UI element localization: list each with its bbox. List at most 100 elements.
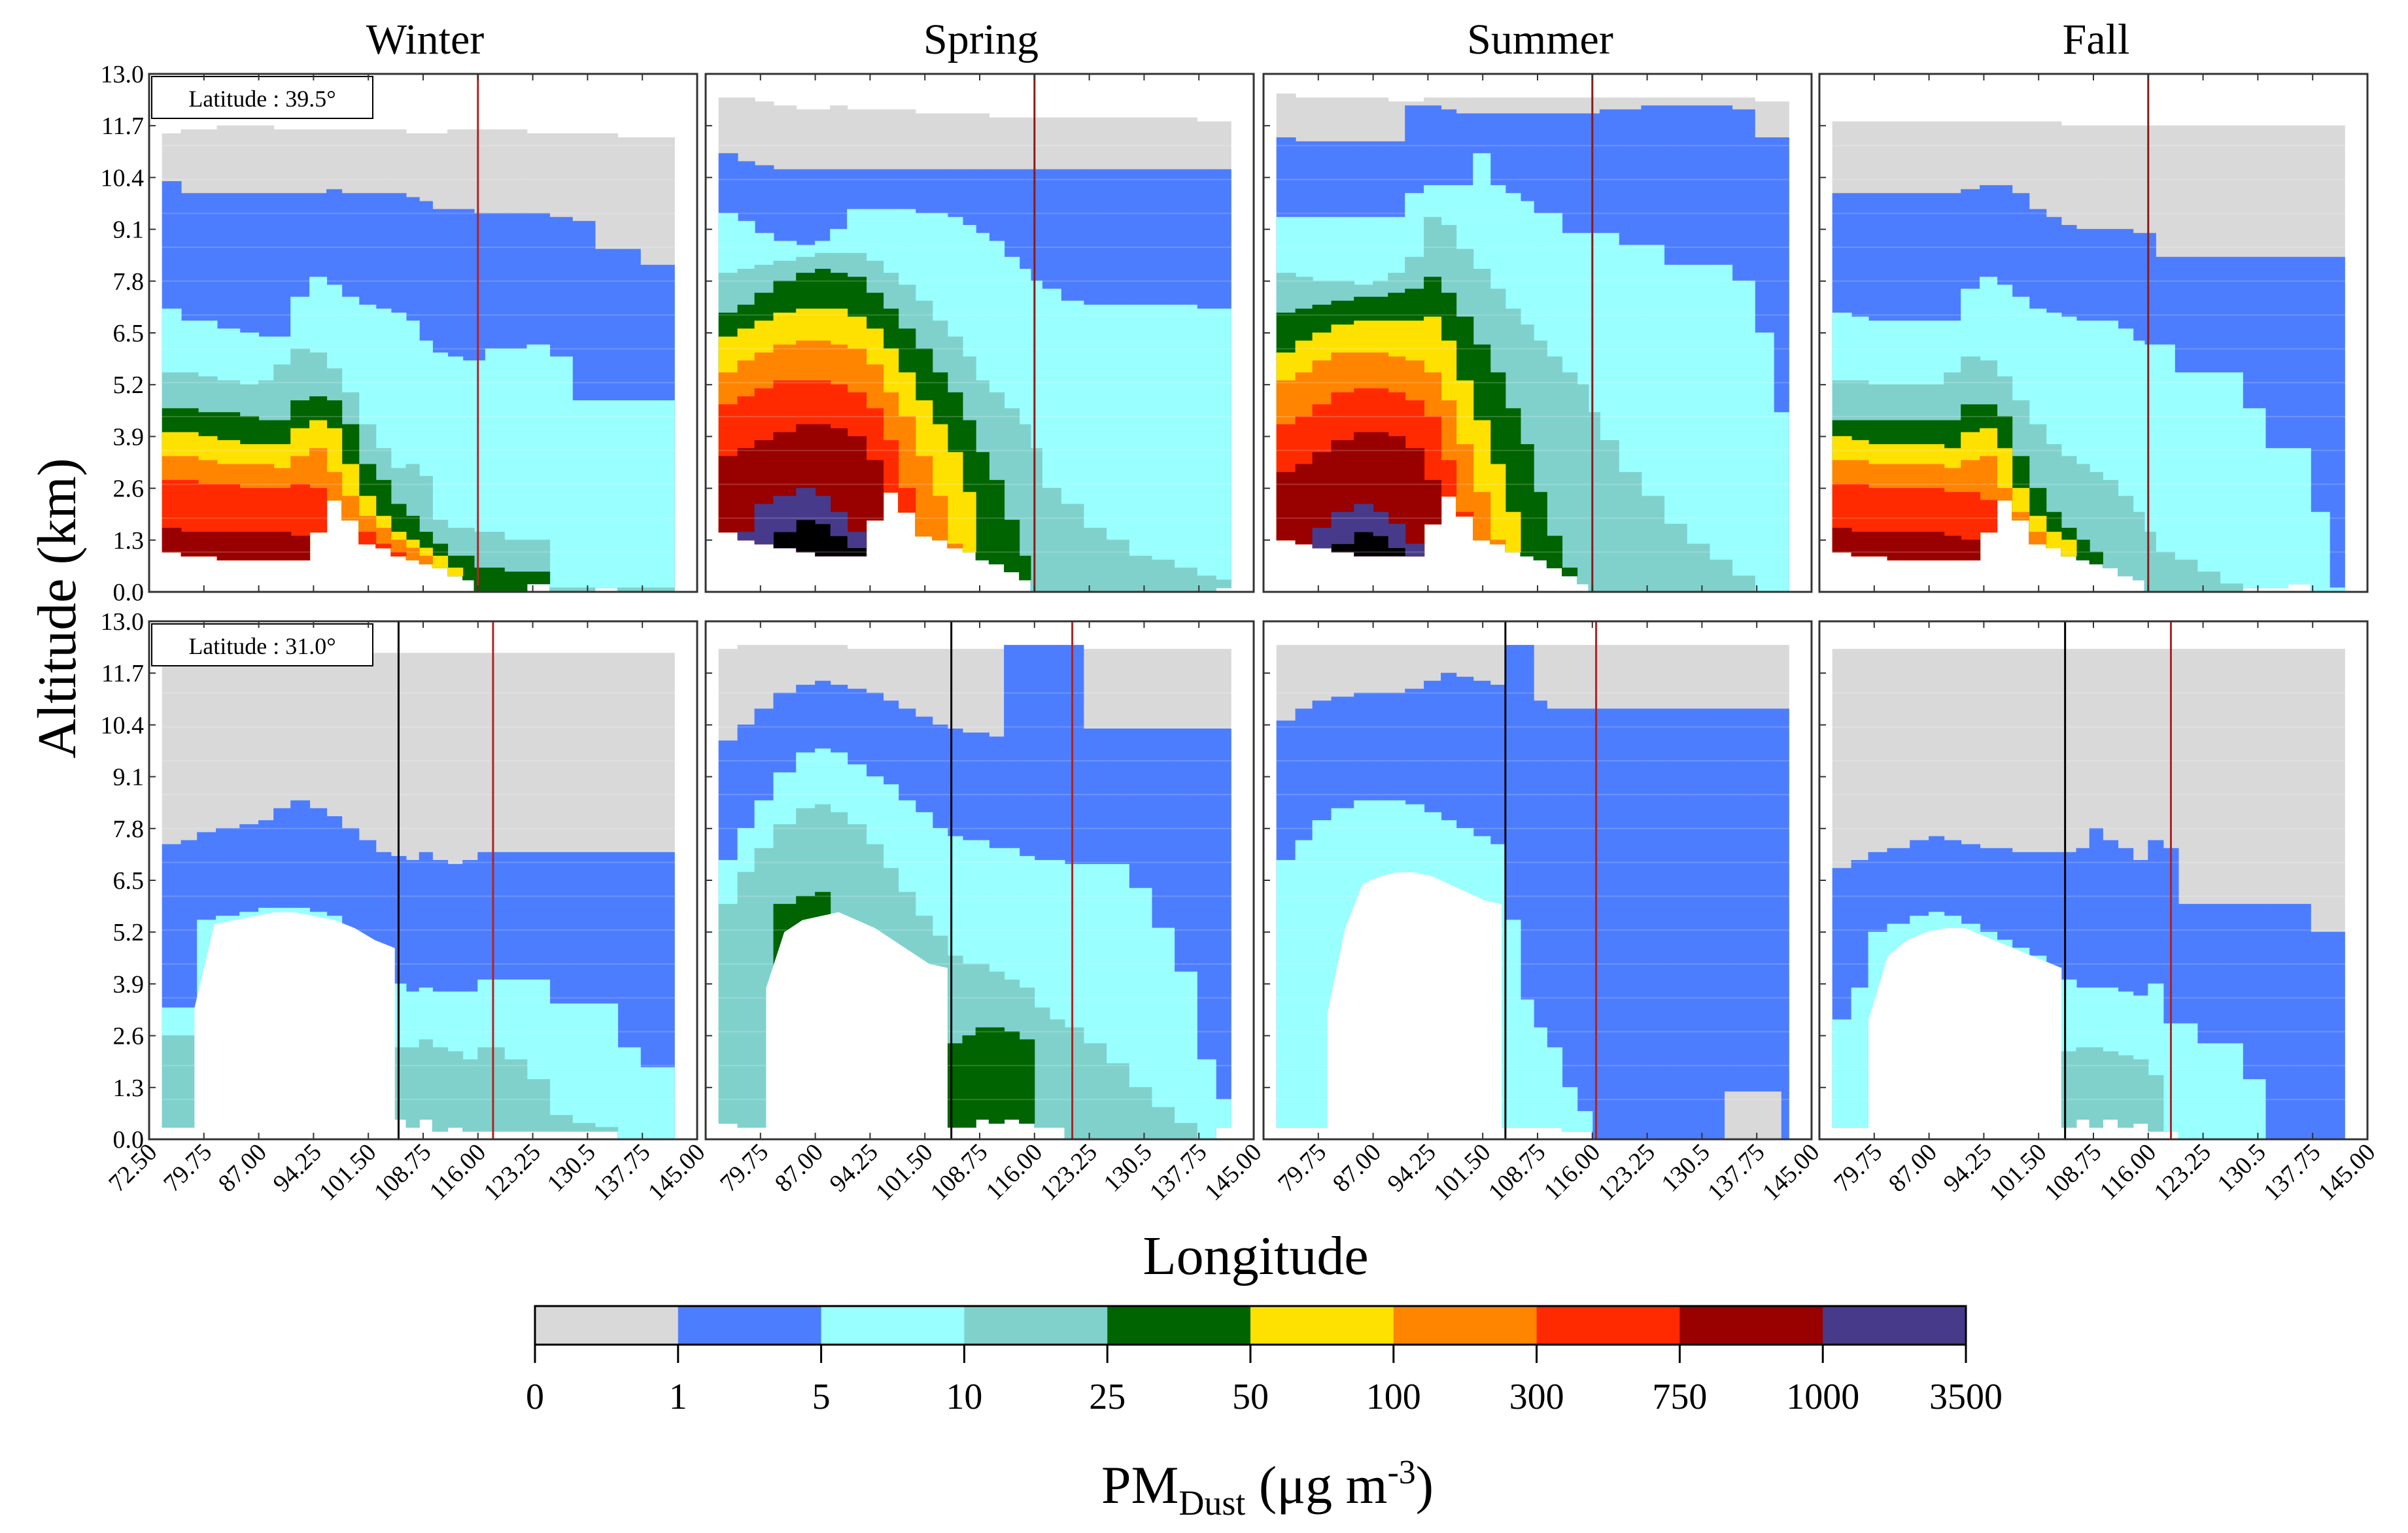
panel-fields bbox=[706, 97, 1254, 592]
colorbar-tick-label: 750 bbox=[1652, 1377, 1707, 1417]
y-tick-label: 9.1 bbox=[113, 216, 145, 244]
y-tick-label: 0.0 bbox=[113, 579, 145, 606]
colorbar-tick-label: 300 bbox=[1509, 1377, 1564, 1417]
y-tick-label: 11.7 bbox=[101, 112, 144, 140]
panel-summer-bottom: 79.7587.0094.25101.50108.75116.00123.251… bbox=[1262, 620, 1825, 1207]
y-tick-label: 11.7 bbox=[101, 660, 144, 687]
dust-band-10 bbox=[774, 520, 867, 557]
colorbar-segment-2 bbox=[821, 1306, 965, 1345]
x-tick-label: 79.75 bbox=[158, 1139, 217, 1197]
x-tick-label: 87.00 bbox=[213, 1139, 272, 1197]
x-tick-label: 79.75 bbox=[1273, 1139, 1332, 1197]
x-tick-label: 123.25 bbox=[1035, 1139, 1103, 1207]
colorbar-segment-5 bbox=[1250, 1306, 1394, 1345]
season-title-winter: Winter bbox=[366, 16, 485, 63]
panel-fields bbox=[1264, 94, 1812, 592]
season-title-spring: Spring bbox=[923, 16, 1039, 63]
x-tick-label: 123.25 bbox=[1592, 1139, 1660, 1207]
colorbar-segment-4 bbox=[1107, 1306, 1251, 1345]
x-tick-label: 101.50 bbox=[1984, 1139, 2052, 1207]
colorbar-tick-label: 25 bbox=[1089, 1377, 1126, 1417]
x-tick-label: 116.00 bbox=[981, 1139, 1048, 1206]
y-tick-label: 10.4 bbox=[101, 712, 145, 739]
y-tick-label: 1.3 bbox=[113, 1075, 145, 1102]
colorbar-tick-label: 100 bbox=[1366, 1377, 1421, 1417]
panel-summer-top bbox=[1262, 73, 1813, 593]
panel-fields bbox=[1819, 649, 2367, 1139]
y-tick-label: 7.8 bbox=[113, 816, 145, 843]
latitude-label: Latitude : 31.0° bbox=[188, 633, 335, 659]
panel-fields bbox=[149, 125, 697, 592]
y-tick-label: 3.9 bbox=[113, 971, 145, 998]
dust-band-8 bbox=[1832, 528, 1981, 560]
y-tick-label: 0.0 bbox=[113, 1126, 145, 1154]
panel-fields bbox=[1264, 645, 1812, 1139]
panel-winter-top: 13.0 11.7 10.4 9.1 7.8 6.5 5.2 3.9 2.6 1.3 0.0 Lati… bbox=[101, 61, 698, 606]
y-tick-label: 7.8 bbox=[113, 268, 145, 296]
x-tick-label: 101.50 bbox=[870, 1139, 938, 1207]
colorbar-tick-label: 3500 bbox=[1929, 1377, 2003, 1417]
x-tick-label: 145.00 bbox=[1757, 1139, 1825, 1207]
panel-winter-bottom: 13.0 11.7 10.4 9.1 7.8 6.5 5.2 3.9 2.6 1.3 0.0 Lati… bbox=[101, 608, 711, 1206]
colorbar-segment-0 bbox=[535, 1306, 679, 1345]
x-tick-label: 116.00 bbox=[2095, 1139, 2162, 1206]
x-tick-label: 101.50 bbox=[314, 1139, 382, 1207]
colorbar-tick-label: 1000 bbox=[1786, 1377, 1859, 1417]
season-title-summer: Summer bbox=[1467, 16, 1613, 63]
dust-band-3 bbox=[162, 1035, 619, 1132]
y-tick-label: 1.3 bbox=[113, 527, 145, 555]
x-tick-label: 108.75 bbox=[2039, 1139, 2107, 1207]
x-tick-label: 145.00 bbox=[2313, 1139, 2381, 1207]
x-tick-label: 137.75 bbox=[1144, 1139, 1213, 1207]
terrain-void bbox=[766, 912, 948, 1139]
y-tick-label: 2.6 bbox=[113, 1023, 145, 1050]
y-tick-label: 5.2 bbox=[113, 919, 145, 946]
season-title-fall: Fall bbox=[2063, 16, 2130, 63]
x-tick-label: 145.00 bbox=[1199, 1139, 1267, 1207]
x-tick-label: 79.75 bbox=[715, 1139, 774, 1197]
x-tick-label: 108.75 bbox=[1483, 1139, 1551, 1207]
panel-fields bbox=[149, 653, 697, 1139]
dust-band-10 bbox=[1332, 532, 1405, 557]
x-tick-label: 145.00 bbox=[643, 1139, 711, 1207]
y-tick-label: 3.9 bbox=[113, 423, 145, 451]
y-tick-label: 6.5 bbox=[113, 320, 145, 347]
dust-corner-patch bbox=[1725, 1091, 1781, 1139]
y-tick-label: 6.5 bbox=[113, 867, 145, 895]
x-tick-label: 137.75 bbox=[1702, 1139, 1770, 1207]
latitude-box bbox=[151, 76, 373, 119]
x-tick-label: 123.25 bbox=[478, 1139, 546, 1207]
panel-fall-top bbox=[1818, 73, 2369, 593]
terrain-void bbox=[1868, 928, 2061, 1139]
colorbar-tick-label: 0 bbox=[526, 1377, 544, 1417]
colorbar-tick-label: 1 bbox=[669, 1377, 687, 1417]
y-tick-label: 5.2 bbox=[113, 371, 145, 399]
x-tick-label: 101.50 bbox=[1428, 1139, 1496, 1207]
x-tick-label: 116.00 bbox=[424, 1139, 492, 1206]
colorbar-tick-label: 5 bbox=[812, 1377, 831, 1417]
x-tick-label: 137.75 bbox=[588, 1139, 656, 1207]
y-tick-label: 2.6 bbox=[113, 475, 145, 503]
panel-fields bbox=[706, 645, 1254, 1139]
terrain-void bbox=[1328, 872, 1502, 1139]
colorbar-tick-label: 50 bbox=[1232, 1377, 1269, 1417]
x-axis-label: Longitude bbox=[1143, 1226, 1368, 1286]
x-tick-label: 79.75 bbox=[1829, 1139, 1887, 1197]
dust-band-8 bbox=[162, 528, 311, 560]
colorbar-segment-9 bbox=[1823, 1306, 1967, 1345]
latitude-label: Latitude : 39.5° bbox=[188, 86, 335, 112]
colorbar: 0 1 5 10 25 50 100 300 750 1000 3500 bbox=[526, 1305, 2003, 1417]
colorbar-segment-7 bbox=[1536, 1306, 1680, 1345]
x-tick-label: 108.75 bbox=[925, 1139, 993, 1207]
x-tick-label: 87.00 bbox=[1883, 1139, 1942, 1197]
y-tick-label: 9.1 bbox=[113, 764, 145, 791]
x-tick-label: 87.00 bbox=[770, 1139, 829, 1197]
panel-fields bbox=[1819, 121, 2367, 592]
latitude-box bbox=[151, 623, 373, 666]
x-tick-label: 87.00 bbox=[1328, 1139, 1386, 1197]
y-axis-label: Altitude (km) bbox=[27, 458, 88, 759]
colorbar-segment-1 bbox=[678, 1306, 822, 1345]
panel-fall-bottom: 79.7587.0094.25101.50108.75116.00123.251… bbox=[1818, 620, 2381, 1207]
colorbar-segment-6 bbox=[1393, 1306, 1538, 1345]
